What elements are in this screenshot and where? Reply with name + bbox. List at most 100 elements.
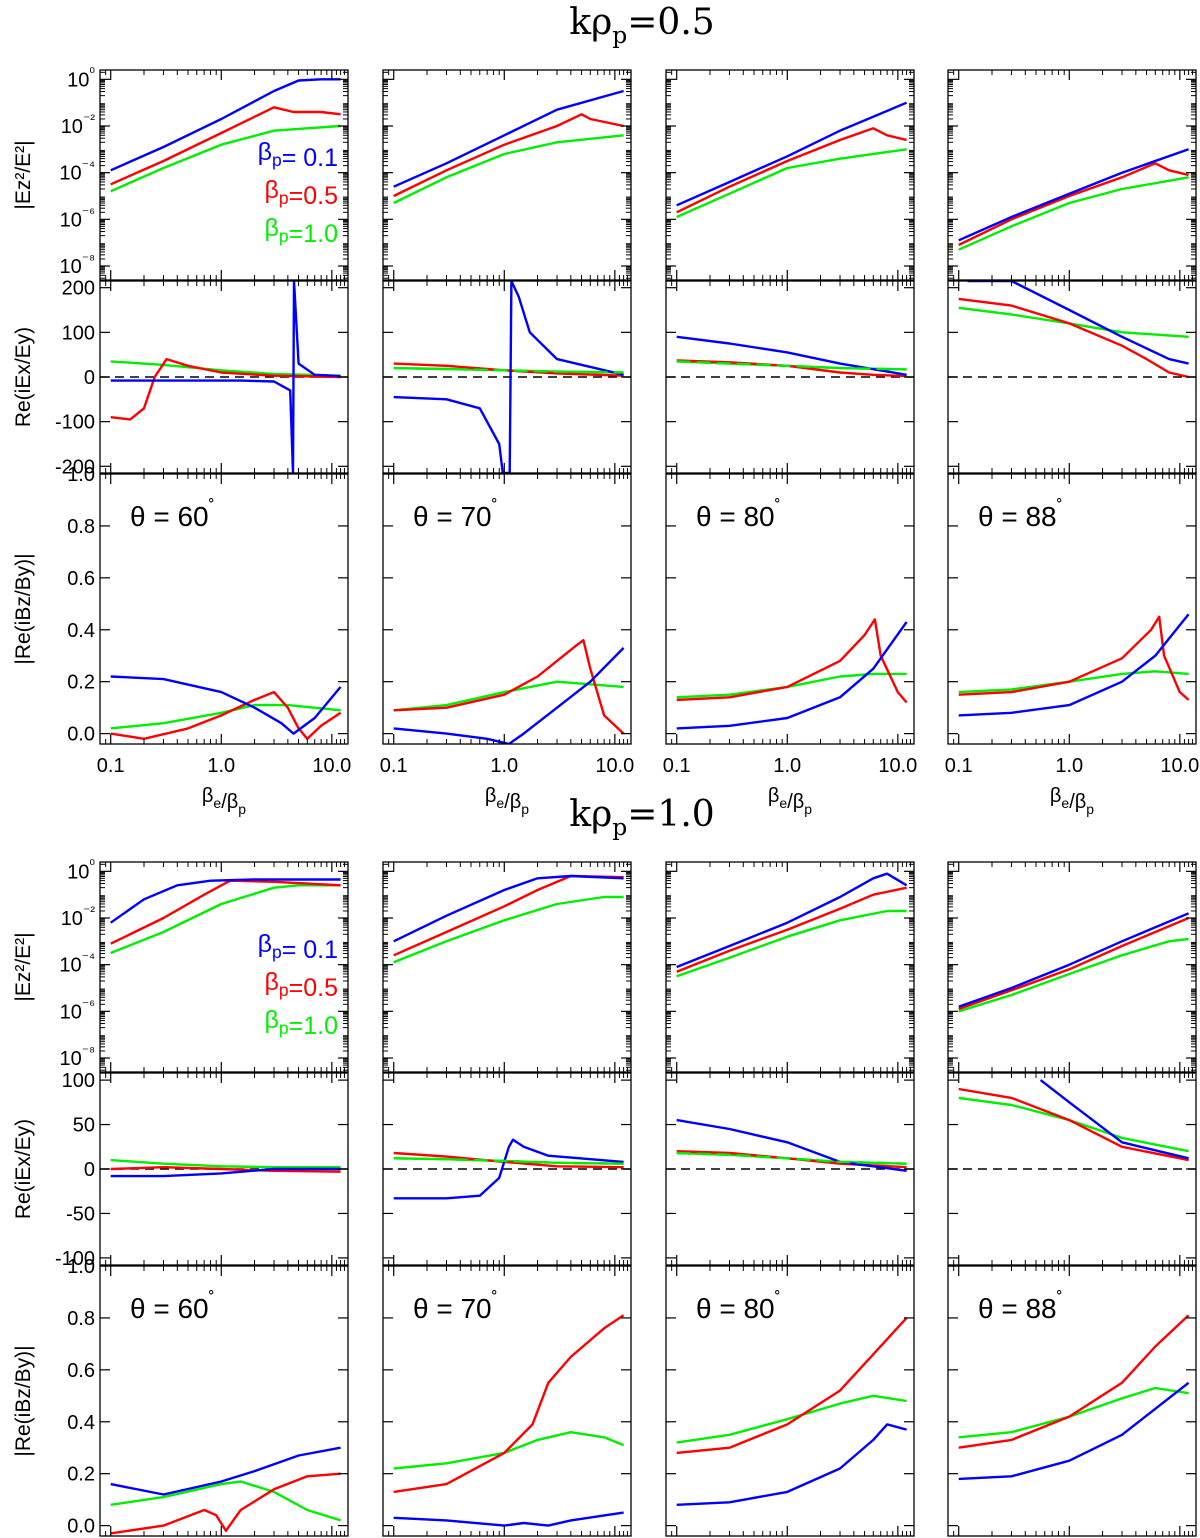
theta-label: θ = 70˚ bbox=[413, 1289, 498, 1324]
series-b01-line bbox=[393, 89, 624, 188]
panel-frame bbox=[947, 473, 1197, 745]
x-tick-label: 10.0 bbox=[312, 755, 351, 777]
series-b10-dashed bbox=[393, 1157, 624, 1165]
panel-ez-0: 10⁰ 10⁻² 10⁻⁴ 10⁻⁶ 10⁻⁸ βp= 0.1 βp=0.5 βp=1.0 bbox=[59, 64, 349, 281]
series-b10-line bbox=[676, 1394, 907, 1444]
panel-ex2-3 bbox=[947, 1072, 1197, 1266]
x-tick-label: 10.0 bbox=[595, 755, 634, 777]
section-k05: kρp=0.5 |Ez²/E²| 10⁰ 10⁻² 10⁻⁴ 10⁻⁶ 10⁻⁸ βp= 0.… bbox=[12, 2, 1199, 817]
series-b05-line bbox=[676, 886, 907, 973]
panel-frame bbox=[382, 861, 632, 1073]
y-tick-label: 0.4 bbox=[67, 1412, 95, 1434]
panel-ex2-2 bbox=[665, 1072, 915, 1266]
series-b01-line bbox=[676, 101, 908, 207]
y-tick-label: 0 bbox=[84, 1159, 95, 1181]
series-b05-line bbox=[110, 690, 342, 740]
series-b01-line bbox=[676, 621, 908, 730]
x-tick-label: 10.0 bbox=[1160, 755, 1199, 777]
series-b05-line bbox=[110, 106, 341, 186]
theta-label: θ = 70˚ bbox=[413, 497, 498, 532]
panel-bz-0: 1.0 0.8 0.6 0.4 0.2 0.00.1 1.0 10.0 βe/βp θ = 60˚ bbox=[67, 464, 351, 817]
panel-frame bbox=[382, 1265, 632, 1537]
x-axis-label: βe/βp bbox=[202, 785, 246, 817]
series-b01-line bbox=[110, 1446, 341, 1496]
panel-frame bbox=[947, 69, 1197, 281]
y-tick-label: 0 bbox=[84, 367, 95, 389]
panel-ex1-1 bbox=[382, 280, 632, 474]
legend-entry-b10: βp=1.0 bbox=[265, 214, 338, 248]
series-b05-line bbox=[110, 357, 341, 421]
y-tick-label: 1.0 bbox=[67, 1256, 95, 1278]
series-b05-line bbox=[393, 639, 625, 735]
y-tick-label: 50 bbox=[73, 1115, 95, 1137]
y-axis-label: Re(iEx/Ey) bbox=[12, 1119, 35, 1219]
series-b01-line bbox=[958, 1381, 1190, 1481]
x-tick-label: 10.0 bbox=[878, 755, 917, 777]
panel-bz-2: 0.11.010.0βe/βpθ = 80˚ bbox=[665, 1265, 915, 1537]
panel-ez-2 bbox=[665, 69, 915, 281]
series-b01-line bbox=[110, 78, 341, 172]
y-tick-label: 10⁻⁶ bbox=[60, 204, 95, 231]
panel-ez-3 bbox=[947, 861, 1197, 1073]
section-k10: kρp=1.0 |Ez²/E²| 10⁰ 10⁻² 10⁻⁴ 10⁻⁶ 10⁻⁸ βp= 0.… bbox=[12, 794, 1197, 1538]
panel-bz-1: 0.11.010.0βe/βpθ = 70˚ bbox=[382, 1265, 632, 1537]
legend-entry-b01: βp= 0.1 bbox=[258, 930, 338, 964]
series-b01-line bbox=[967, 281, 1189, 365]
series-b05-line bbox=[676, 618, 908, 704]
series-b05-line bbox=[393, 113, 624, 198]
series-b05-line bbox=[958, 297, 1189, 379]
series-b10-line bbox=[676, 148, 907, 219]
x-tick-label: 1.0 bbox=[490, 755, 518, 777]
series-b10-dashed bbox=[676, 360, 907, 371]
y-tick-label: 10⁰ bbox=[67, 856, 95, 883]
series-b01-line bbox=[393, 1511, 624, 1527]
panel-ez-2 bbox=[665, 861, 915, 1073]
series-b05-line bbox=[676, 127, 907, 214]
theta-label: θ = 88˚ bbox=[978, 1289, 1063, 1324]
panel-ez-3 bbox=[947, 69, 1197, 281]
y-tick-label: 1.0 bbox=[67, 464, 95, 486]
panel-frame bbox=[99, 1265, 349, 1537]
panel-frame bbox=[947, 1265, 1197, 1537]
series-b05-line bbox=[110, 1166, 341, 1173]
series-b01-line bbox=[958, 148, 1189, 242]
legend-entry-b05: βp=0.5 bbox=[265, 176, 338, 210]
series-b10-line bbox=[110, 1480, 341, 1522]
y-axis-label: Re(iEx/Ey) bbox=[12, 327, 35, 427]
y-tick-label: 200 bbox=[62, 278, 95, 300]
panel-frame bbox=[382, 473, 632, 745]
y-tick-label: -100 bbox=[55, 1248, 95, 1270]
panel-frame bbox=[99, 69, 349, 281]
y-axis-label: |Re(iBz/By)| bbox=[12, 553, 35, 664]
x-tick-label: 0.1 bbox=[663, 755, 691, 777]
theta-label: θ = 80˚ bbox=[696, 1289, 781, 1324]
legend-entry-b05: βp=0.5 bbox=[265, 968, 338, 1002]
panel-ez-1 bbox=[382, 861, 632, 1073]
series-b10-dashed bbox=[676, 1151, 907, 1165]
series-b05-line bbox=[958, 1087, 1189, 1162]
series-b05-line bbox=[110, 1472, 341, 1535]
x-tick-label: 0.1 bbox=[945, 755, 973, 777]
theta-label: θ = 60˚ bbox=[130, 1289, 215, 1324]
series-b10-line bbox=[393, 134, 624, 205]
panel-frame bbox=[99, 861, 349, 1073]
series-b05-line bbox=[676, 1317, 908, 1455]
series-b01-line bbox=[958, 613, 1190, 717]
series-b01-line bbox=[393, 281, 624, 473]
series-b10-line bbox=[393, 680, 624, 712]
series-b10-line bbox=[393, 895, 624, 964]
y-axis-label: |Re(iBz/By)| bbox=[12, 1345, 35, 1456]
panel-ez-0: 10⁰ 10⁻² 10⁻⁴ 10⁻⁶ 10⁻⁸ βp= 0.1 βp=0.5 βp=1.0 bbox=[59, 856, 349, 1073]
series-b05-line bbox=[958, 916, 1190, 1011]
series-b05-line bbox=[676, 359, 907, 378]
legend: βp= 0.1 βp=0.5 βp=1.0 bbox=[258, 930, 338, 1040]
panel-ex2-1 bbox=[382, 1072, 632, 1266]
series-b10-line bbox=[958, 937, 1189, 1013]
series-b05-line bbox=[393, 1314, 625, 1494]
x-axis-label: βe/βp bbox=[768, 785, 812, 817]
section-title: kρp=0.5 bbox=[569, 2, 714, 49]
panel-bz-3: 0.11.010.0βe/βpθ = 88˚ bbox=[947, 1265, 1197, 1537]
